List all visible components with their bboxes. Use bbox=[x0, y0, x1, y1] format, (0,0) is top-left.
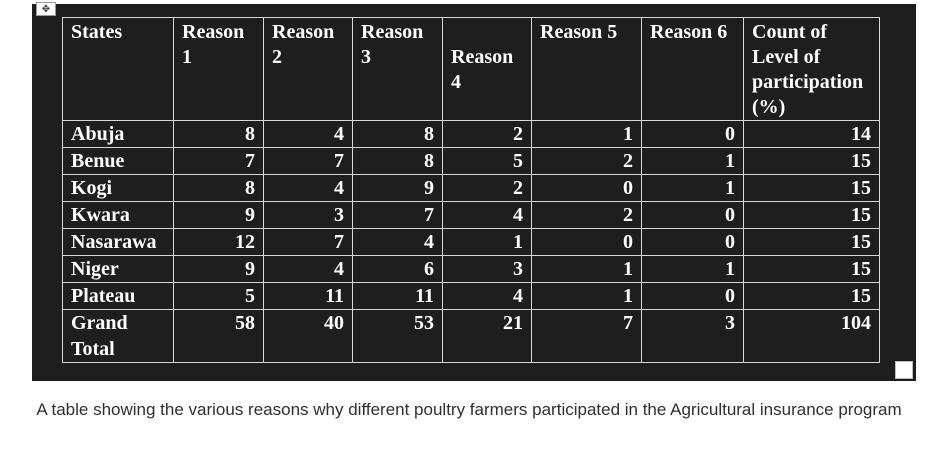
header-states: States bbox=[62, 17, 174, 121]
value-cell: 1 bbox=[641, 147, 744, 175]
value-cell: 1 bbox=[641, 255, 744, 283]
value-cell: 3 bbox=[263, 201, 353, 229]
value-cell: 5 bbox=[173, 282, 264, 310]
table-body: Abuja 8 4 8 2 1 0 14 Benue 7 7 8 5 2 1 15 Kogi 8 4 9 2 0 1 15 Kw… bbox=[62, 120, 880, 310]
participation-reasons-table: States Reason 1 Reason 2 Reason 3 Reason… bbox=[62, 17, 880, 363]
value-cell: 5 bbox=[442, 147, 532, 175]
value-cell: 8 bbox=[173, 120, 264, 148]
state-cell: Nasarawa bbox=[62, 228, 174, 256]
value-cell: 11 bbox=[263, 282, 353, 310]
value-cell: 1 bbox=[442, 228, 532, 256]
value-cell: 9 bbox=[173, 201, 264, 229]
header-row: States Reason 1 Reason 2 Reason 3 Reason… bbox=[62, 17, 880, 121]
value-cell: 4 bbox=[442, 201, 532, 229]
value-cell: 9 bbox=[173, 255, 264, 283]
table-row: Kwara 9 3 7 4 2 0 15 bbox=[62, 201, 880, 229]
table-row: Kogi 8 4 9 2 0 1 15 bbox=[62, 174, 880, 202]
value-cell: 15 bbox=[743, 255, 880, 283]
value-cell: 4 bbox=[442, 282, 532, 310]
value-cell: 0 bbox=[641, 201, 744, 229]
header-reason-5: Reason 5 bbox=[531, 17, 642, 121]
value-cell: 7 bbox=[352, 201, 443, 229]
value-cell: 7 bbox=[263, 147, 353, 175]
value-cell: 8 bbox=[173, 174, 264, 202]
table-caption: A table showing the various reasons why … bbox=[36, 400, 902, 419]
table-row: Nasarawa 12 7 4 1 0 0 15 bbox=[62, 228, 880, 256]
value-cell: 15 bbox=[743, 228, 880, 256]
total-reason-5: 7 bbox=[531, 309, 642, 363]
value-cell: 15 bbox=[743, 201, 880, 229]
value-cell: 1 bbox=[641, 174, 744, 202]
value-cell: 4 bbox=[263, 255, 353, 283]
value-cell: 4 bbox=[352, 228, 443, 256]
total-reason-3: 53 bbox=[352, 309, 443, 363]
value-cell: 1 bbox=[531, 120, 642, 148]
state-cell: Kogi bbox=[62, 174, 174, 202]
value-cell: 4 bbox=[263, 174, 353, 202]
value-cell: 9 bbox=[352, 174, 443, 202]
value-cell: 11 bbox=[352, 282, 443, 310]
value-cell: 3 bbox=[442, 255, 532, 283]
total-count-participation: 104 bbox=[743, 309, 880, 363]
value-cell: 8 bbox=[352, 147, 443, 175]
value-cell: 15 bbox=[743, 282, 880, 310]
value-cell: 2 bbox=[531, 147, 642, 175]
table-row: Benue 7 7 8 5 2 1 15 bbox=[62, 147, 880, 175]
value-cell: 15 bbox=[743, 147, 880, 175]
value-cell: 8 bbox=[352, 120, 443, 148]
value-cell: 0 bbox=[531, 228, 642, 256]
total-reason-6: 3 bbox=[641, 309, 744, 363]
value-cell: 2 bbox=[531, 201, 642, 229]
value-cell: 0 bbox=[641, 282, 744, 310]
header-reason-4: Reason 4 bbox=[442, 17, 532, 121]
table-move-handle-icon[interactable]: ✥ bbox=[36, 2, 56, 16]
value-cell: 4 bbox=[263, 120, 353, 148]
state-cell: Plateau bbox=[62, 282, 174, 310]
table-row: Niger 9 4 6 3 1 1 15 bbox=[62, 255, 880, 283]
value-cell: 0 bbox=[641, 228, 744, 256]
value-cell: 2 bbox=[442, 120, 532, 148]
table-row: Plateau 5 11 11 4 1 0 15 bbox=[62, 282, 880, 310]
total-reason-4: 21 bbox=[442, 309, 532, 363]
total-reason-2: 40 bbox=[263, 309, 353, 363]
state-cell: Benue bbox=[62, 147, 174, 175]
header-count-participation: Count of Level of participation (%) bbox=[743, 17, 880, 121]
value-cell: 1 bbox=[531, 255, 642, 283]
header-reason-2: Reason 2 bbox=[263, 17, 353, 121]
value-cell: 14 bbox=[743, 120, 880, 148]
value-cell: 0 bbox=[531, 174, 642, 202]
grand-total-row: Grand Total 58 40 53 21 7 3 104 bbox=[62, 309, 880, 363]
header-reason-3: Reason 3 bbox=[352, 17, 443, 121]
value-cell: 7 bbox=[173, 147, 264, 175]
header-reason-1: Reason 1 bbox=[173, 17, 264, 121]
total-reason-1: 58 bbox=[173, 309, 264, 363]
state-cell: Abuja bbox=[62, 120, 174, 148]
value-cell: 7 bbox=[263, 228, 353, 256]
value-cell: 12 bbox=[173, 228, 264, 256]
value-cell: 15 bbox=[743, 174, 880, 202]
state-cell: Niger bbox=[62, 255, 174, 283]
grand-total-label: Grand Total bbox=[62, 309, 174, 363]
value-cell: 0 bbox=[641, 120, 744, 148]
value-cell: 2 bbox=[442, 174, 532, 202]
header-reason-6: Reason 6 bbox=[641, 17, 744, 121]
state-cell: Kwara bbox=[62, 201, 174, 229]
value-cell: 1 bbox=[531, 282, 642, 310]
table-resize-handle[interactable] bbox=[895, 361, 913, 379]
table-row: Abuja 8 4 8 2 1 0 14 bbox=[62, 120, 880, 148]
value-cell: 6 bbox=[352, 255, 443, 283]
